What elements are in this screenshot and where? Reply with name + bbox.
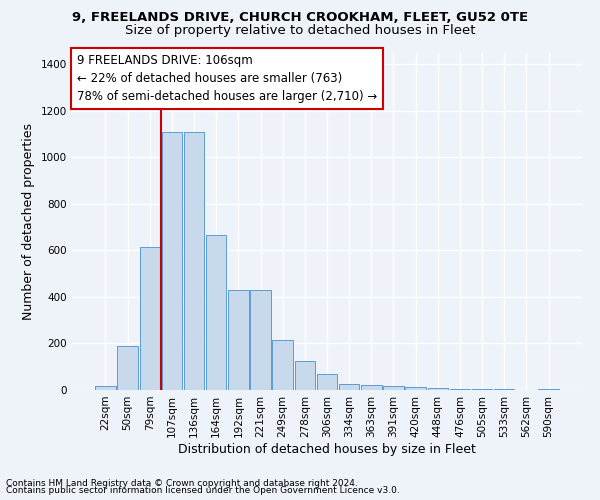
Bar [339, 384, 359, 390]
Bar [361, 385, 382, 390]
Bar [450, 389, 470, 390]
Text: 9 FREELANDS DRIVE: 106sqm
← 22% of detached houses are smaller (763)
78% of semi: 9 FREELANDS DRIVE: 106sqm ← 22% of detac… [77, 54, 377, 103]
Text: Contains public sector information licensed under the Open Government Licence v3: Contains public sector information licen… [6, 486, 400, 495]
Bar [161, 132, 182, 390]
Bar [118, 346, 138, 390]
Bar [406, 386, 426, 390]
Text: Contains HM Land Registry data © Crown copyright and database right 2024.: Contains HM Land Registry data © Crown c… [6, 478, 358, 488]
Bar [383, 386, 404, 390]
Bar [184, 132, 204, 390]
Text: Size of property relative to detached houses in Fleet: Size of property relative to detached ho… [125, 24, 475, 37]
Bar [228, 290, 248, 390]
Text: 9, FREELANDS DRIVE, CHURCH CROOKHAM, FLEET, GU52 0TE: 9, FREELANDS DRIVE, CHURCH CROOKHAM, FLE… [72, 11, 528, 24]
Bar [317, 374, 337, 390]
Bar [472, 389, 493, 390]
Bar [272, 340, 293, 390]
Bar [95, 386, 116, 390]
Bar [538, 389, 559, 390]
Bar [428, 388, 448, 390]
X-axis label: Distribution of detached houses by size in Fleet: Distribution of detached houses by size … [178, 442, 476, 456]
Y-axis label: Number of detached properties: Number of detached properties [22, 122, 35, 320]
Bar [295, 361, 315, 390]
Bar [250, 290, 271, 390]
Bar [140, 247, 160, 390]
Bar [206, 235, 226, 390]
